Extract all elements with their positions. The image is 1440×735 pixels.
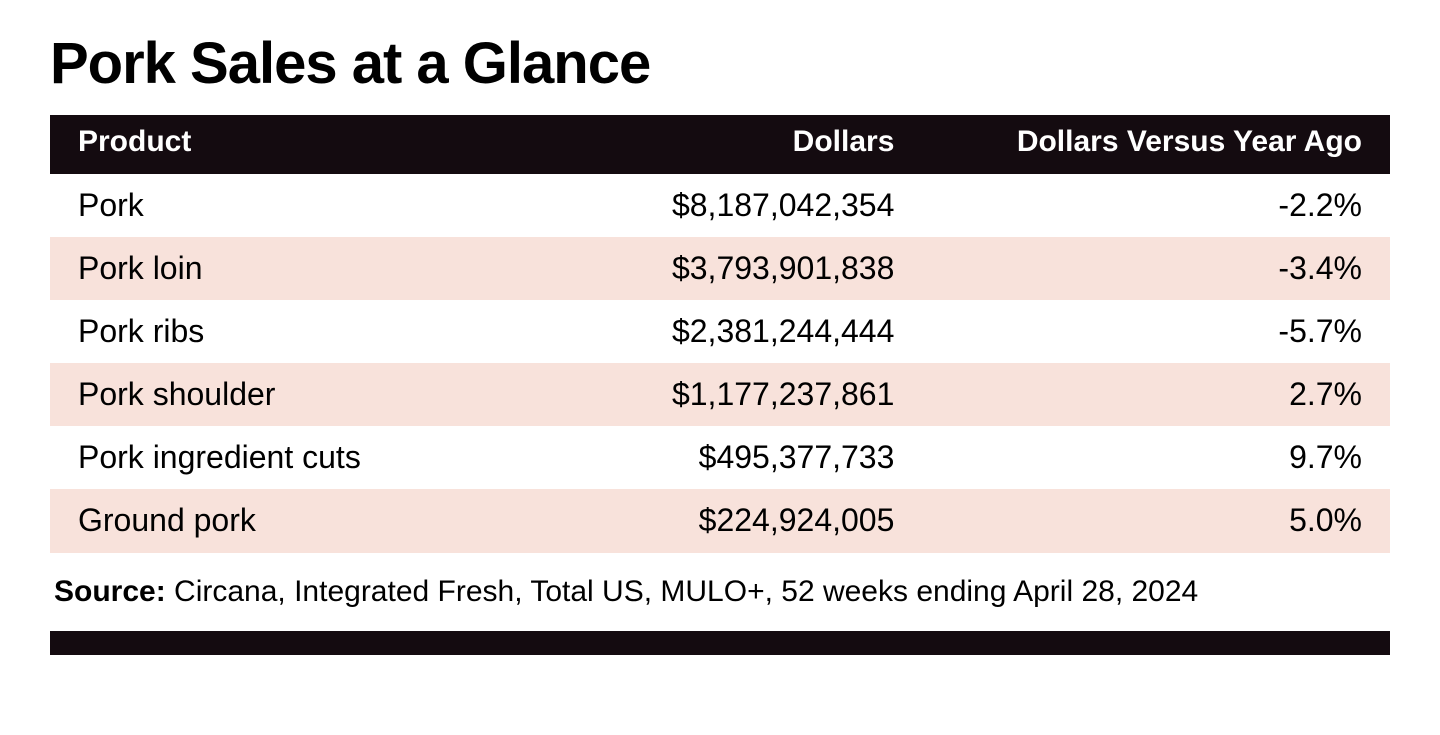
- cell-change: -5.7%: [934, 300, 1390, 363]
- sales-table: Product Dollars Dollars Versus Year Ago …: [50, 115, 1390, 553]
- table-row: Ground pork $224,924,005 5.0%: [50, 489, 1390, 552]
- cell-dollars: $1,177,237,861: [506, 363, 935, 426]
- cell-product: Pork shoulder: [50, 363, 506, 426]
- cell-dollars: $224,924,005: [506, 489, 935, 552]
- table-header-row: Product Dollars Dollars Versus Year Ago: [50, 115, 1390, 174]
- table-row: Pork ribs $2,381,244,444 -5.7%: [50, 300, 1390, 363]
- source-text: Circana, Integrated Fresh, Total US, MUL…: [174, 575, 1198, 608]
- cell-change: 9.7%: [934, 426, 1390, 489]
- table-row: Pork ingredient cuts $495,377,733 9.7%: [50, 426, 1390, 489]
- cell-product: Pork loin: [50, 237, 506, 300]
- col-header-change: Dollars Versus Year Ago: [934, 115, 1390, 174]
- footer-bar: [50, 631, 1390, 655]
- cell-dollars: $495,377,733: [506, 426, 935, 489]
- cell-dollars: $8,187,042,354: [506, 174, 935, 237]
- cell-product: Ground pork: [50, 489, 506, 552]
- table-row: Pork loin $3,793,901,838 -3.4%: [50, 237, 1390, 300]
- cell-dollars: $2,381,244,444: [506, 300, 935, 363]
- col-header-product: Product: [50, 115, 506, 174]
- source-line: Source: Circana, Integrated Fresh, Total…: [50, 575, 1390, 609]
- cell-change: 5.0%: [934, 489, 1390, 552]
- source-label: Source:: [54, 575, 166, 608]
- cell-product: Pork ribs: [50, 300, 506, 363]
- cell-change: -3.4%: [934, 237, 1390, 300]
- cell-product: Pork ingredient cuts: [50, 426, 506, 489]
- table-row: Pork shoulder $1,177,237,861 2.7%: [50, 363, 1390, 426]
- col-header-dollars: Dollars: [506, 115, 935, 174]
- page-title: Pork Sales at a Glance: [50, 30, 1390, 97]
- table-body: Pork $8,187,042,354 -2.2% Pork loin $3,7…: [50, 174, 1390, 553]
- cell-change: -2.2%: [934, 174, 1390, 237]
- table-row: Pork $8,187,042,354 -2.2%: [50, 174, 1390, 237]
- cell-change: 2.7%: [934, 363, 1390, 426]
- cell-product: Pork: [50, 174, 506, 237]
- cell-dollars: $3,793,901,838: [506, 237, 935, 300]
